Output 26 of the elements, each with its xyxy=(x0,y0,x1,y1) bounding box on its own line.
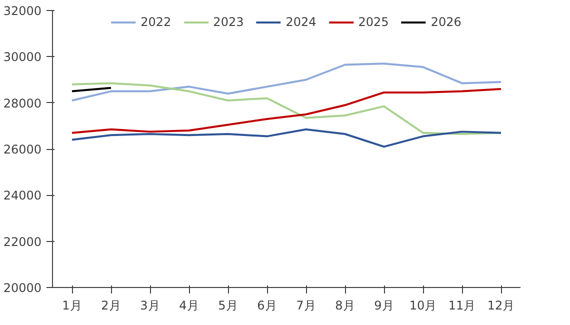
x-tick-label: 10月 xyxy=(409,298,437,312)
y-tick-label: 26000 xyxy=(3,142,42,156)
y-tick-label: 30000 xyxy=(3,50,42,64)
line-series xyxy=(71,128,502,148)
x-tick-label: 9月 xyxy=(374,298,394,312)
legend-label: 2026 xyxy=(430,15,462,29)
x-tick-label: 8月 xyxy=(335,298,355,312)
y-tick-label: 24000 xyxy=(3,188,42,203)
y-tick-label: 28000 xyxy=(3,96,42,110)
x-tick-label: 3月 xyxy=(140,298,160,312)
y-tick-label: 20000 xyxy=(3,281,42,295)
x-tick-label: 2月 xyxy=(101,298,121,312)
legend-label: 2024 xyxy=(286,15,316,29)
x-tick-label: 7月 xyxy=(296,298,316,312)
legend-label: 2023 xyxy=(213,15,244,29)
legend-label: 2025 xyxy=(358,15,389,29)
x-tick-label: 12月 xyxy=(487,298,515,312)
y-tick-label: 32000 xyxy=(3,4,42,18)
legend-label: 2022 xyxy=(140,15,172,29)
x-tick-label: 11月 xyxy=(448,298,476,312)
y-tick-label: 22000 xyxy=(3,234,42,249)
x-tick-label: 5月 xyxy=(218,298,238,312)
x-tick-label: 6月 xyxy=(257,298,277,312)
line-series xyxy=(71,62,502,102)
x-tick-label: 1月 xyxy=(62,298,82,312)
x-tick-label: 4月 xyxy=(179,298,199,312)
